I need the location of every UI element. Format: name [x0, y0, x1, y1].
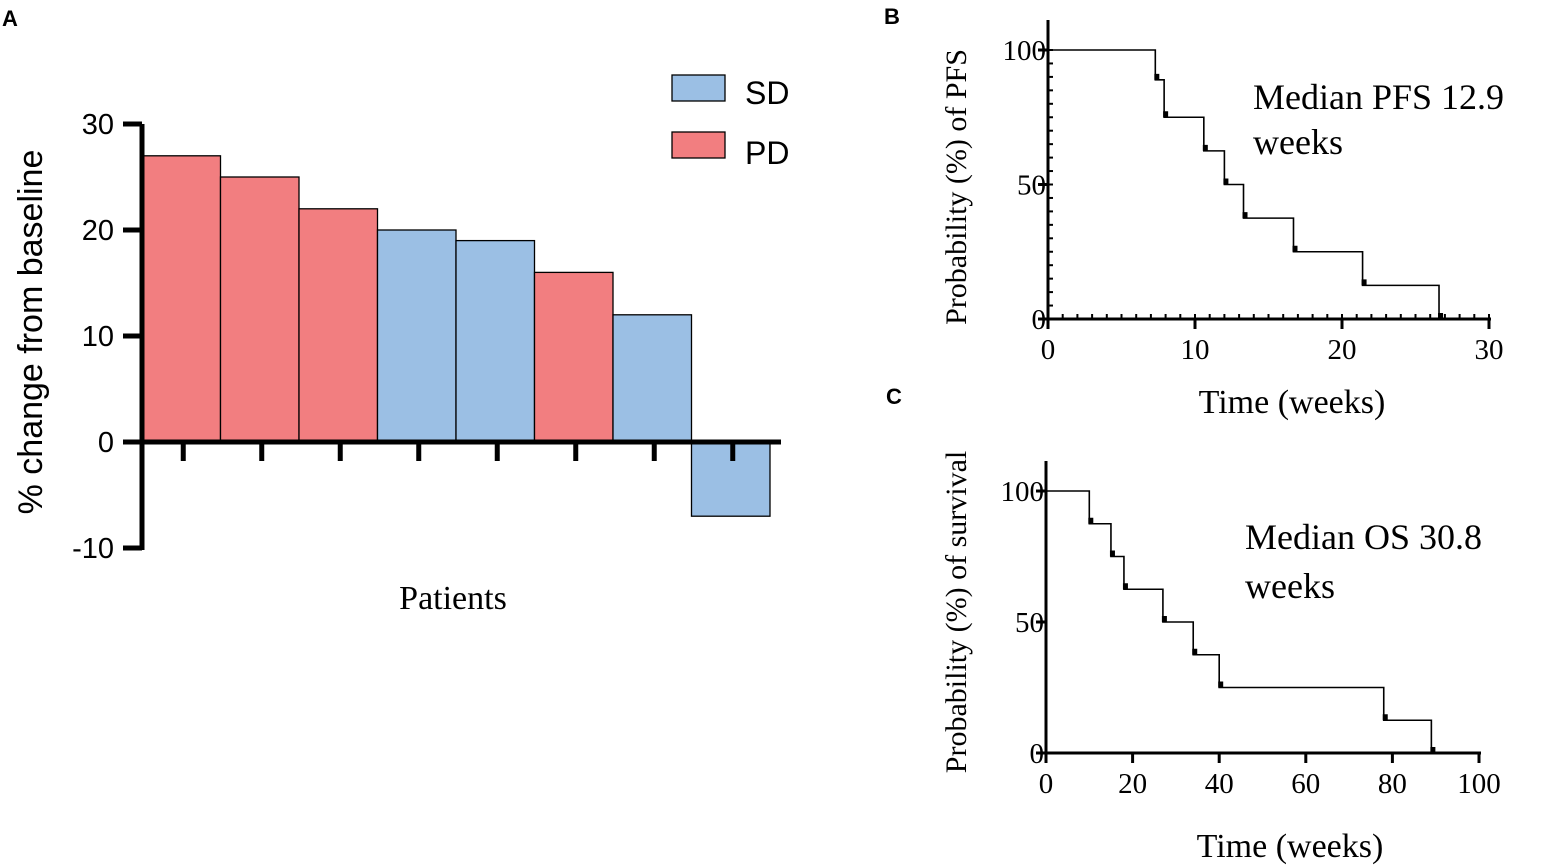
censor-mark: [1202, 144, 1208, 151]
x-tick-label: 40: [1205, 768, 1234, 800]
km-curve: [1046, 490, 1436, 753]
axes: 0 50 100 0 10 20 30: [1003, 20, 1504, 366]
bar-sd: [455, 239, 536, 443]
y-tick-label: 100: [1001, 476, 1045, 508]
axes: 0 50 100 0 20 40 60 80 100: [1001, 461, 1501, 800]
y-axis-label: Probability (%) of survival: [940, 451, 973, 773]
median-annotation-line1: Median OS 30.8: [1245, 517, 1482, 557]
x-tick-label: 0: [1039, 768, 1054, 800]
y-tick-label: 10: [82, 321, 114, 353]
axes: [123, 121, 781, 551]
x-tick-label: 0: [1041, 334, 1056, 366]
pfs-km-chart: 0 50 100 0 10 20 30 Probability (%) of PFS Tim…: [940, 20, 1504, 421]
censor-mark: [1163, 111, 1169, 118]
legend-label-sd: SD: [745, 75, 789, 111]
waterfall-chart: -10 0 10 20 30 % change from baseline Patien…: [12, 74, 789, 617]
censor-mark: [1223, 178, 1229, 185]
x-tick-label: 20: [1328, 334, 1357, 366]
bar-sd: [612, 314, 693, 443]
legend-swatch-pd: [671, 131, 726, 159]
censor-mark: [1218, 681, 1224, 688]
legend: SD PD: [671, 74, 789, 171]
panel-label-b: B: [884, 4, 900, 29]
legend-label-pd: PD: [745, 135, 789, 171]
censor-mark: [1161, 616, 1167, 622]
median-annotation-line1: Median PFS 12.9: [1253, 77, 1504, 117]
y-tick-label: 0: [1030, 738, 1045, 770]
bar-sd: [376, 229, 457, 443]
y-tick-label: -10: [72, 533, 114, 565]
os-km-chart: 0 50 100 0 20 40 60 80 100 Probability (%) of su…: [940, 451, 1501, 865]
y-tick-label: 30: [82, 109, 114, 141]
x-tick-label: 100: [1457, 768, 1501, 800]
median-annotation-line2: weeks: [1245, 566, 1335, 606]
y-tick-label: 50: [1017, 170, 1046, 202]
bar-pd: [219, 176, 300, 443]
legend-swatch-sd: [671, 74, 726, 102]
km-curve: [1048, 49, 1444, 319]
x-axis-label: Time (weeks): [1197, 828, 1384, 865]
x-tick-label: 80: [1378, 768, 1407, 800]
y-axis-label: Probability (%) of PFS: [940, 49, 973, 325]
median-annotation-line2: weeks: [1253, 122, 1343, 162]
censor-mark: [1242, 212, 1248, 219]
bar-pd: [533, 271, 614, 443]
y-tick-label: 0: [98, 427, 114, 459]
x-tick-label: 60: [1291, 768, 1320, 800]
y-tick-label: 20: [82, 215, 114, 247]
bar-pd: [298, 208, 379, 443]
bar-pd: [141, 155, 222, 443]
x-tick-label: 20: [1118, 768, 1147, 800]
y-tick-label: 50: [1015, 607, 1044, 639]
panel-label-a: A: [2, 6, 18, 31]
y-tick-label: 100: [1003, 35, 1047, 67]
censor-mark: [1088, 517, 1094, 524]
x-axis-label: Time (weeks): [1199, 384, 1386, 421]
bar-series: [141, 155, 771, 517]
x-tick-label: 10: [1181, 334, 1210, 366]
censor-mark: [1192, 648, 1198, 655]
censor-mark: [1292, 245, 1298, 252]
censor-mark: [1154, 73, 1160, 80]
panel-label-c: C: [886, 384, 902, 409]
y-tick-labels: -10 0 10 20 30: [72, 109, 114, 565]
censor-mark: [1430, 747, 1436, 753]
censor-mark: [1361, 279, 1367, 286]
censor-mark: [1122, 583, 1128, 590]
x-axis-label: Patients: [399, 580, 507, 617]
y-axis-label: % change from baseline: [12, 150, 50, 515]
censor-mark: [1382, 714, 1388, 721]
x-tick-label: 30: [1475, 334, 1504, 366]
censor-mark: [1438, 313, 1444, 319]
y-tick-label: 0: [1032, 304, 1047, 336]
censor-mark: [1109, 550, 1115, 557]
